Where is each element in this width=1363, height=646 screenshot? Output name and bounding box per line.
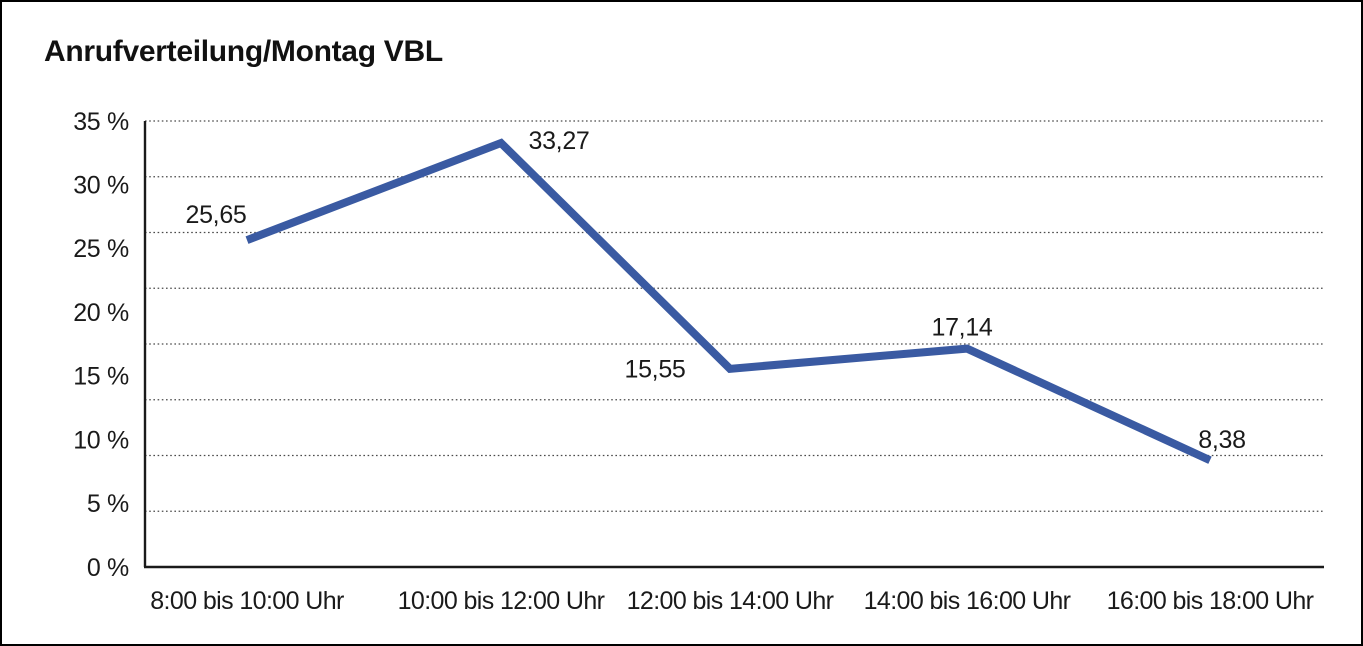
- x-tick-label: 10:00 bis 12:00 Uhr: [398, 587, 605, 615]
- data-series-line: [245, 138, 1212, 464]
- data-point-label: 17,14: [931, 313, 992, 341]
- y-tick-label: 30 %: [73, 171, 129, 199]
- data-point-label: 25,65: [185, 201, 246, 229]
- y-tick-label: 20 %: [73, 299, 129, 327]
- data-point-label: 15,55: [624, 356, 685, 384]
- y-tick-label: 25 %: [73, 235, 129, 263]
- y-tick-label: 15 %: [73, 363, 129, 391]
- y-tick-label: 5 %: [87, 490, 129, 518]
- x-tick-label: 16:00 bis 18:00 Uhr: [1107, 587, 1314, 615]
- y-tick-label: 35 %: [73, 108, 129, 136]
- x-tick-label: 14:00 bis 16:00 Uhr: [864, 587, 1071, 615]
- x-tick-label: 12:00 bis 14:00 Uhr: [627, 587, 834, 615]
- y-tick-label: 10 %: [73, 426, 129, 454]
- y-tick-label: 0 %: [87, 554, 129, 582]
- data-point-label: 8,38: [1198, 426, 1245, 454]
- chart-title: Anrufverteilung/Montag VBL: [44, 35, 443, 68]
- x-tick-label: 8:00 bis 10:00 Uhr: [150, 587, 344, 615]
- data-point-label: 33,27: [528, 127, 589, 155]
